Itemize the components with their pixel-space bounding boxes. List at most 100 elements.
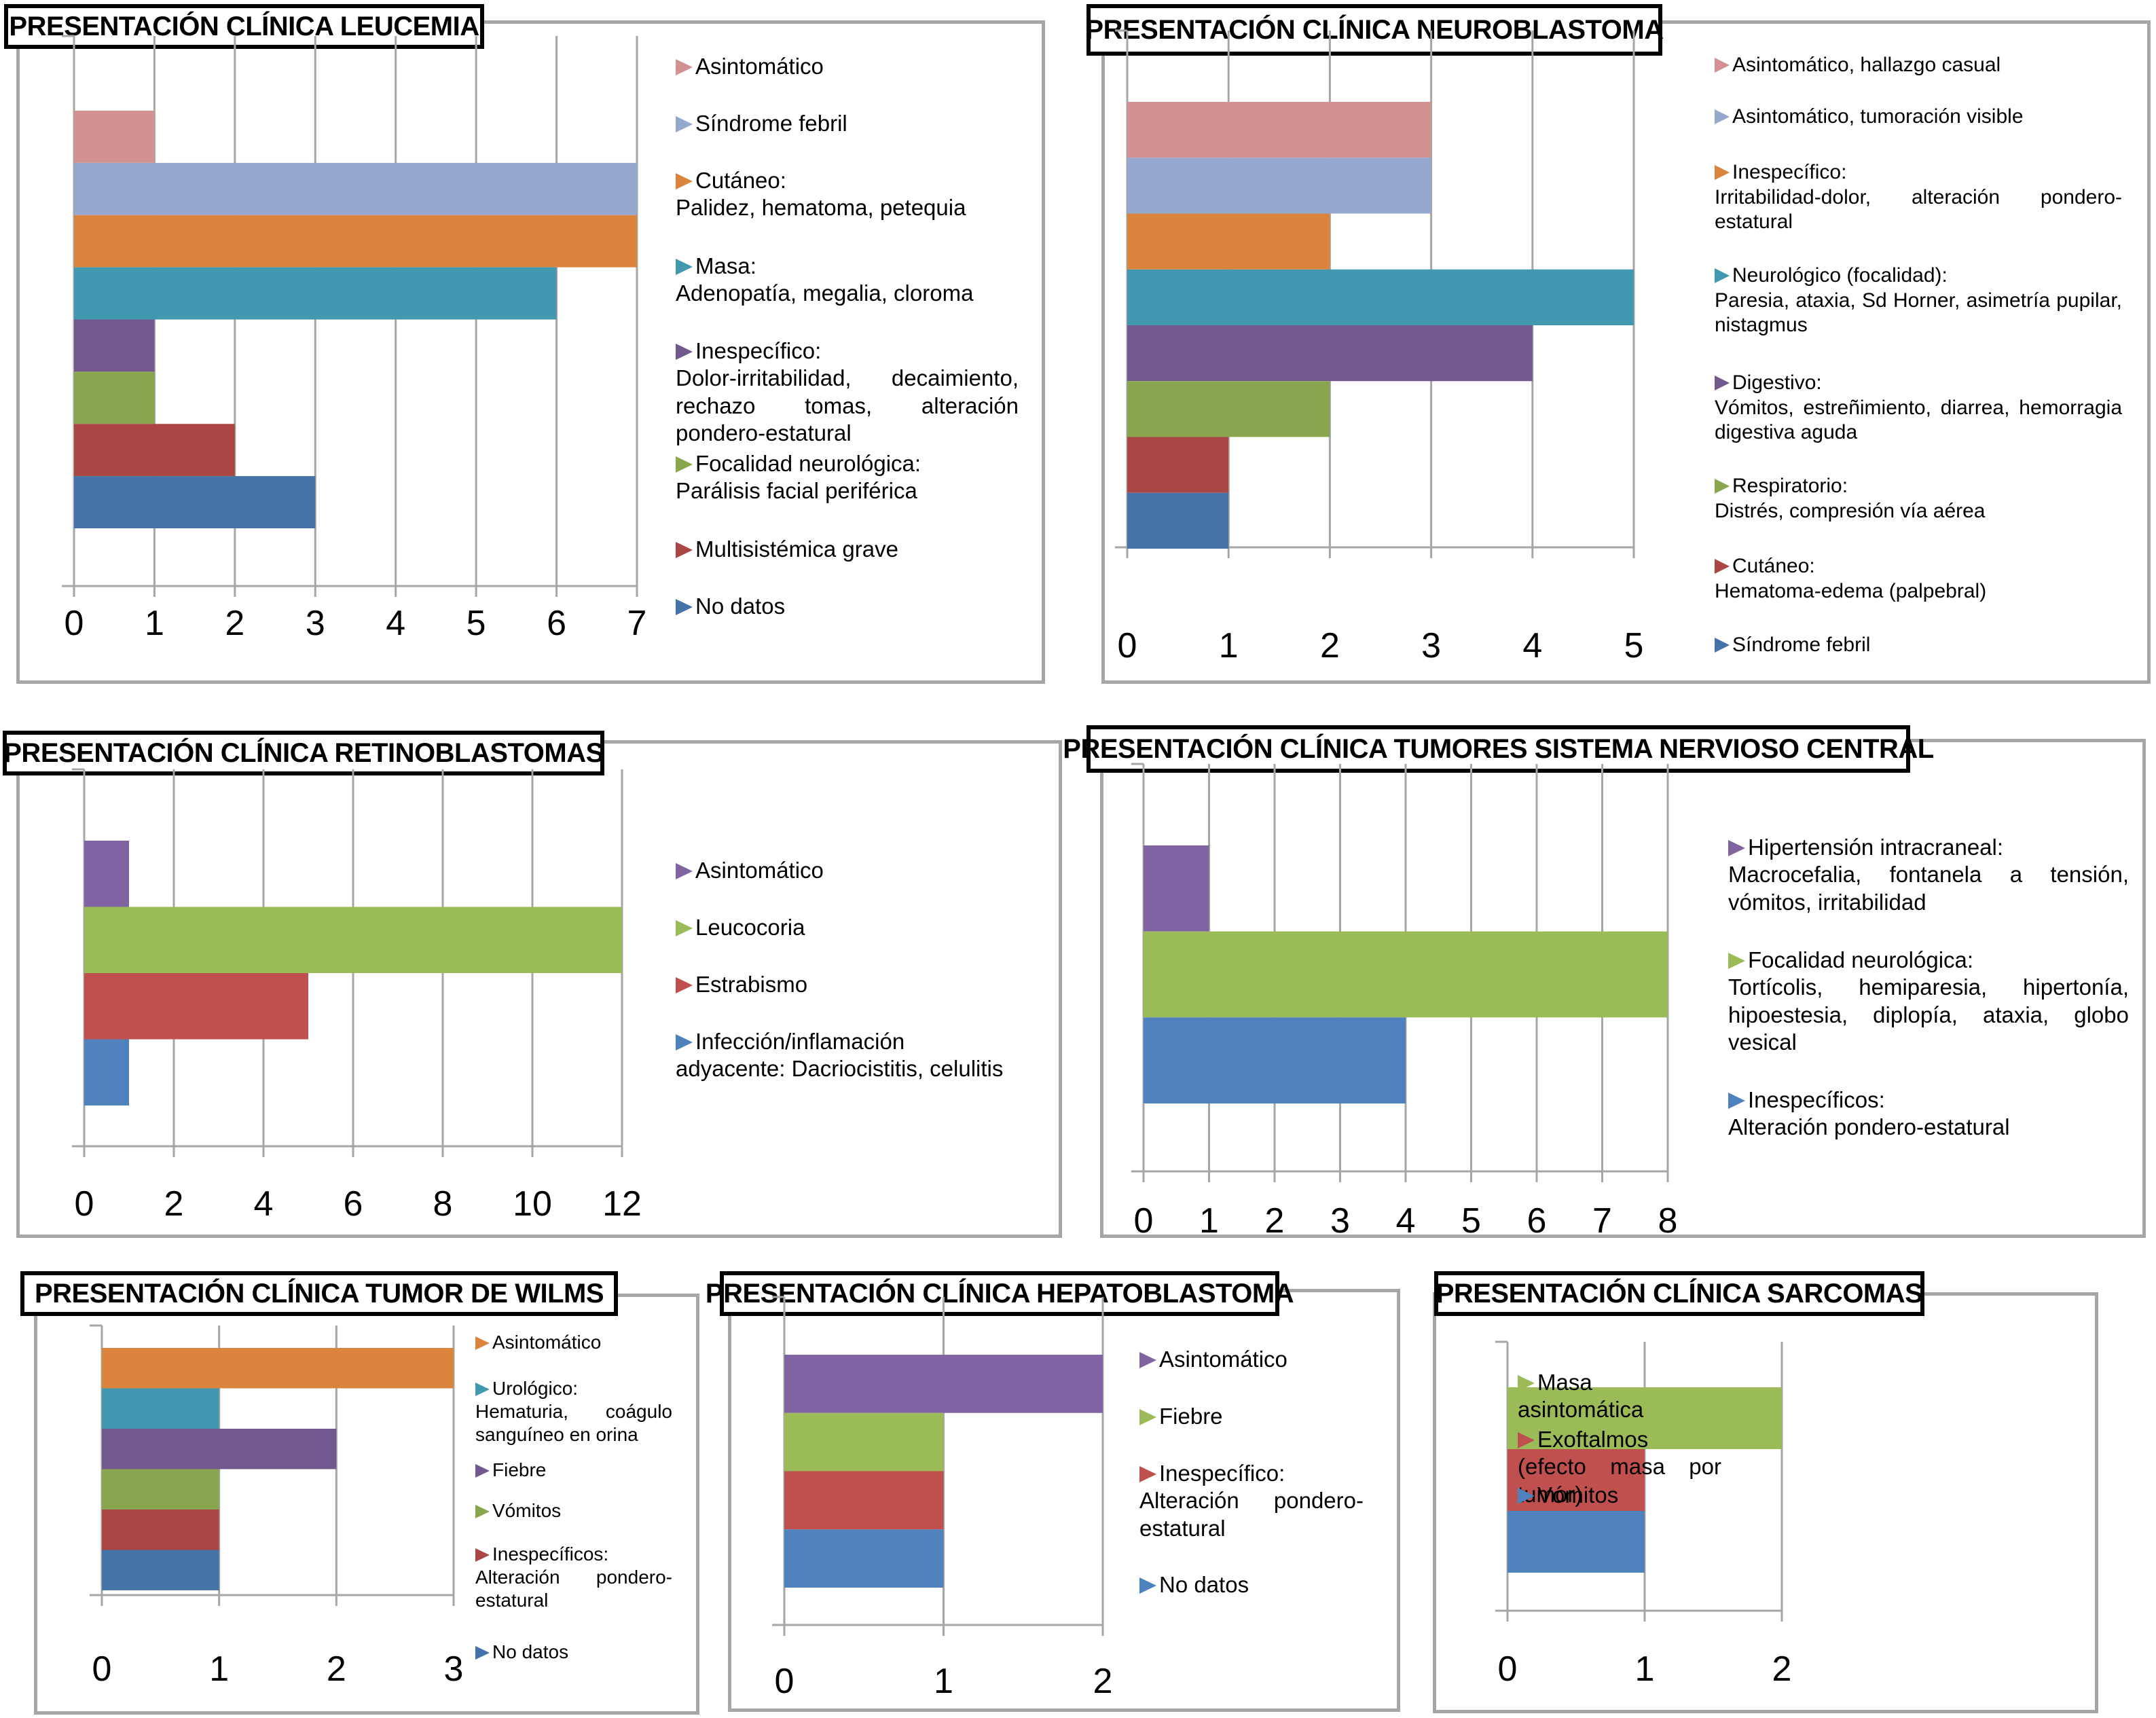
bar (102, 1550, 219, 1590)
legend-marker-icon (1728, 953, 1745, 969)
legend-label: Inespecífico: (1159, 1461, 1285, 1486)
x-tick-label: 4 (254, 1184, 274, 1224)
legend-detail: Parálisis facial periférica (676, 478, 917, 504)
legend-marker-icon (475, 1383, 490, 1396)
legend-detail: Dolor-irritabilidad, decaimiento, rechaz… (676, 365, 1019, 445)
legend-label: Vómitos (1537, 1482, 1619, 1507)
legend-label: Asintomático, tumoración visible (1732, 105, 2024, 128)
legend-label: Síndrome febril (1732, 634, 1871, 656)
legend-item: Asintomático, hallazgo casual (1715, 53, 2122, 78)
legend-label: Asintomático (695, 858, 824, 883)
legend-marker-icon (676, 599, 693, 615)
bar (84, 907, 622, 973)
legend-detail: Tortícolis, hemiparesia, hipertonía, hip… (1728, 974, 2129, 1055)
legend-label: Digestivo: (1732, 371, 1822, 394)
legend-label: Fiebre (492, 1459, 547, 1480)
legend-label: Inespecíficos: (1748, 1087, 1885, 1112)
legend-marker-icon (1139, 1409, 1156, 1425)
legend-label: Inespecíficos: (492, 1543, 609, 1565)
legend-marker-icon (676, 259, 693, 275)
x-tick-label: 0 (75, 1184, 94, 1224)
legend-item: Leucocoria (676, 914, 1015, 941)
bar (1127, 325, 1533, 382)
legend-item: Multisistémica grave (676, 536, 1019, 563)
x-tick-label: 0 (775, 1662, 794, 1701)
bar (1127, 213, 1330, 270)
x-tick-label: 2 (1265, 1201, 1285, 1241)
x-tick-label: 2 (327, 1649, 346, 1689)
legend-label: Cutáneo: (695, 168, 786, 193)
chart-title: PRESENTACIÓN CLÍNICA NEUROBLASTOMA (1085, 4, 1664, 56)
bar (1127, 102, 1431, 158)
x-tick-label: 2 (225, 604, 244, 643)
legend-label: Masa asintomática (1518, 1370, 1644, 1423)
legend-marker-icon (676, 863, 693, 879)
legend-item: Cutáneo: Hematoma-edema (palpebral) (1715, 554, 2122, 604)
bar (1144, 1017, 1406, 1103)
legend-marker-icon (1728, 840, 1745, 856)
chart-title: PRESENTACIÓN CLÍNICA SARCOMAS (1434, 1271, 1924, 1316)
legend-detail: Vómitos, estreñimiento, diarrea, hemorra… (1715, 396, 2122, 444)
legend-marker-icon (1715, 479, 1730, 494)
legend-marker-icon (1728, 1093, 1745, 1109)
x-tick-label: 1 (1635, 1649, 1655, 1689)
legend-marker-icon (676, 173, 693, 189)
legend-label: No datos (1159, 1572, 1249, 1597)
legend-marker-icon (1715, 165, 1730, 180)
legend-marker-icon (676, 116, 693, 132)
legend-marker-icon (1715, 58, 1730, 73)
legend-marker-icon (1715, 268, 1730, 283)
bar (1508, 1387, 1782, 1449)
x-tick-label: 4 (386, 604, 405, 643)
x-tick-label: 1 (145, 604, 164, 643)
legend-label: Urológico: (492, 1378, 579, 1399)
x-tick-label: 0 (1134, 1201, 1154, 1241)
legend-item: Fiebre (475, 1459, 672, 1482)
x-tick-label: 1 (1199, 1201, 1219, 1241)
legend-item: Vómitos (475, 1499, 672, 1522)
x-tick-label: 3 (1330, 1201, 1350, 1241)
bar (1144, 931, 1668, 1018)
legend-label: Exoftalmos (efecto masa por tumor) (1518, 1427, 1721, 1507)
legend-detail: Irritabilidad-dolor, alteración pondero-… (1715, 185, 2122, 234)
legend-item: Cutáneo: Palidez, hematoma, petequia (676, 167, 1019, 222)
legend-label: Asintomático (492, 1332, 602, 1353)
x-tick-label: 12 (602, 1184, 642, 1224)
bar (102, 1348, 454, 1389)
bar (74, 424, 235, 477)
legend-marker-icon (475, 1464, 490, 1478)
legend-label: Cutáneo: (1732, 555, 1815, 577)
bar (102, 1510, 219, 1550)
legend-label: Asintomático (695, 54, 824, 79)
legend-label: Masa: (695, 253, 756, 278)
legend-item: Inespecífico: Alteración pondero-estatura… (1139, 1460, 1364, 1542)
bar (84, 1039, 129, 1105)
legend-item: Fiebre (1139, 1403, 1364, 1430)
bar (102, 1469, 219, 1510)
legend-item: Respiratorio: Distrés, compresión vía aér… (1715, 474, 2122, 524)
bar (1144, 845, 1209, 932)
chart-title: PRESENTACIÓN CLÍNICA TUMOR DE WILMS (20, 1271, 618, 1316)
legend-marker-icon (1715, 559, 1730, 574)
bar (74, 267, 557, 320)
legend-marker-icon (1518, 1375, 1535, 1391)
legend-item: Infección/inflamación adyacente: Dacrioc… (676, 1028, 1015, 1083)
x-tick-label: 2 (1320, 626, 1340, 665)
x-tick-label: 1 (934, 1662, 953, 1701)
legend-label: Vómitos (492, 1500, 562, 1521)
x-tick-label: 3 (306, 604, 325, 643)
legend-marker-icon (1139, 1577, 1156, 1594)
chart-title: PRESENTACIÓN CLÍNICA HEPATOBLASTOMA (706, 1271, 1294, 1316)
legend-detail: Alteración pondero-estatural (1139, 1488, 1364, 1541)
legend-label: Multisistémica grave (695, 536, 898, 562)
legend-item: Inespecífico: Irritabilidad-dolor, altera… (1715, 160, 2122, 235)
x-tick-label: 1 (1219, 626, 1239, 665)
x-tick-label: 1 (209, 1649, 229, 1689)
legend-label: Focalidad neurológica: (695, 451, 921, 476)
legend-marker-icon (676, 1034, 693, 1050)
bar (1127, 158, 1431, 214)
